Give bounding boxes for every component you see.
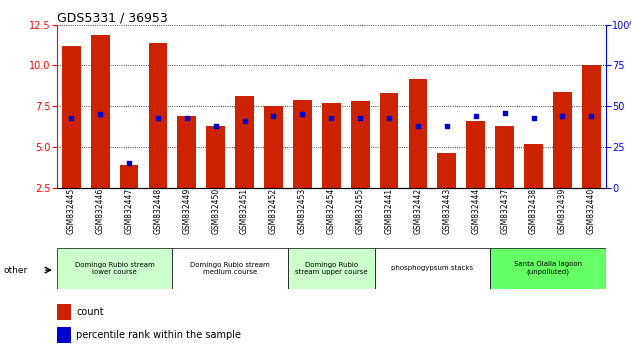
Text: GSM832455: GSM832455 [356, 188, 365, 234]
Bar [495, 126, 514, 188]
Point [557, 113, 567, 119]
Text: phosphogypsum stacks: phosphogypsum stacks [391, 265, 473, 271]
Text: GSM832450: GSM832450 [211, 188, 220, 234]
Point [500, 110, 510, 115]
Bar [235, 96, 254, 188]
Text: GSM832442: GSM832442 [413, 188, 422, 234]
Bar [288, 248, 375, 289]
Bar [57, 327, 71, 343]
Bar [408, 79, 427, 188]
Text: GSM832438: GSM832438 [529, 188, 538, 234]
Point [240, 118, 250, 124]
Text: GSM832453: GSM832453 [298, 188, 307, 234]
Text: other: other [3, 266, 27, 275]
Text: GSM832446: GSM832446 [96, 188, 105, 234]
Bar [57, 304, 71, 320]
Point [95, 112, 105, 117]
Bar [91, 35, 110, 188]
Text: count: count [76, 307, 103, 318]
Bar [380, 93, 398, 188]
Bar [293, 100, 312, 188]
Text: GSM832443: GSM832443 [442, 188, 451, 234]
Text: GSM832454: GSM832454 [327, 188, 336, 234]
Bar [322, 103, 341, 188]
Point [355, 115, 365, 120]
Point [268, 113, 278, 119]
Text: Domingo Rubio stream
medium course: Domingo Rubio stream medium course [191, 262, 270, 275]
Text: GSM832441: GSM832441 [384, 188, 394, 234]
Text: GSM832439: GSM832439 [558, 188, 567, 234]
Text: GDS5331 / 36953: GDS5331 / 36953 [57, 12, 168, 25]
Text: GSM832445: GSM832445 [67, 188, 76, 234]
Text: GSM832444: GSM832444 [471, 188, 480, 234]
Bar [172, 248, 288, 289]
Text: GSM832437: GSM832437 [500, 188, 509, 234]
Bar [57, 248, 172, 289]
Bar [524, 144, 543, 188]
Bar [264, 106, 283, 188]
Text: percentile rank within the sample: percentile rank within the sample [76, 330, 241, 341]
Point [384, 115, 394, 120]
Point [442, 123, 452, 129]
Bar [437, 153, 456, 188]
Point [211, 123, 221, 129]
Point [153, 115, 163, 120]
Text: GSM832449: GSM832449 [182, 188, 191, 234]
Point [471, 113, 481, 119]
Text: Santa Olalla lagoon
(unpolluted): Santa Olalla lagoon (unpolluted) [514, 261, 582, 275]
Bar [148, 43, 167, 188]
Point [326, 115, 336, 120]
Point [413, 123, 423, 129]
Bar [582, 65, 601, 188]
Text: GSM832451: GSM832451 [240, 188, 249, 234]
Point [586, 113, 596, 119]
Bar [375, 248, 490, 289]
Bar [553, 92, 572, 188]
Text: GSM832440: GSM832440 [587, 188, 596, 234]
Point [182, 115, 192, 120]
Bar [206, 126, 225, 188]
Bar [466, 121, 485, 188]
Text: GSM832447: GSM832447 [124, 188, 134, 234]
Text: GSM832452: GSM832452 [269, 188, 278, 234]
Text: Domingo Rubio
stream upper course: Domingo Rubio stream upper course [295, 262, 368, 275]
Text: GSM832448: GSM832448 [153, 188, 162, 234]
Point [297, 112, 307, 117]
Bar [351, 101, 370, 188]
Text: Domingo Rubio stream
lower course: Domingo Rubio stream lower course [74, 262, 155, 275]
Bar [62, 46, 81, 188]
Point [124, 160, 134, 166]
Point [529, 115, 539, 120]
Bar [177, 116, 196, 188]
Bar [490, 248, 606, 289]
Bar [120, 165, 138, 188]
Point [66, 115, 76, 120]
